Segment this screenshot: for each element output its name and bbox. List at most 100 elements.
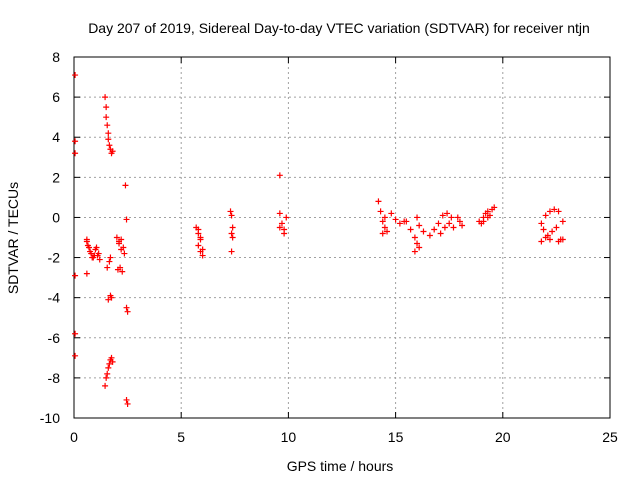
data-point [416, 222, 423, 229]
data-point [437, 230, 444, 237]
data-point [124, 308, 131, 315]
data-point [121, 250, 128, 257]
data-point [459, 222, 466, 229]
data-point [538, 220, 545, 227]
data-point [426, 232, 433, 239]
data-point [441, 224, 448, 231]
data-point [381, 214, 388, 221]
data-point [72, 272, 79, 279]
data-point [414, 240, 421, 247]
data-point [123, 216, 130, 223]
grid [74, 57, 610, 418]
data-point [553, 224, 560, 231]
data-point [546, 236, 553, 243]
data-point [491, 204, 498, 211]
data-point [83, 270, 90, 277]
data-point [276, 210, 283, 217]
data-point [278, 220, 285, 227]
data-point [546, 208, 553, 215]
data-point [381, 224, 388, 231]
data-point [229, 224, 236, 231]
data-point [446, 220, 453, 227]
data-point [103, 374, 110, 381]
data-point [407, 226, 414, 233]
data-point [87, 248, 94, 255]
data-point [431, 226, 438, 233]
data-point [227, 208, 234, 215]
data-point [72, 72, 79, 79]
data-point [420, 228, 427, 235]
data-point [411, 248, 418, 255]
data-point [106, 142, 113, 149]
data-point [403, 218, 410, 225]
data-point [555, 238, 562, 245]
data-point [484, 214, 491, 221]
data-point [456, 218, 463, 225]
data-point [416, 244, 423, 251]
data-point [540, 226, 547, 233]
data-point [72, 330, 79, 337]
data-point [105, 136, 112, 143]
data-point [450, 224, 457, 231]
data-point [72, 150, 79, 157]
data-point [228, 230, 235, 237]
data-point [91, 252, 98, 259]
y-tick-label: -4 [48, 290, 61, 306]
data-point [123, 396, 130, 403]
data-point [392, 216, 399, 223]
y-tick-label: -8 [48, 370, 61, 386]
data-point [96, 256, 103, 263]
data-point [104, 370, 111, 377]
y-tick-label: 8 [52, 49, 60, 65]
data-point [281, 230, 288, 237]
data-point [555, 208, 562, 215]
data-point [106, 258, 113, 265]
x-tick-label: 15 [388, 429, 404, 445]
data-point [195, 242, 202, 249]
data-point [229, 234, 236, 241]
x-tick-label: 20 [495, 429, 511, 445]
data-point [104, 264, 111, 271]
data-point [538, 238, 545, 245]
data-point [228, 248, 235, 255]
data-point [379, 218, 386, 225]
data-point [122, 182, 129, 189]
data-point [107, 292, 114, 299]
data-point [411, 234, 418, 241]
data-point [108, 354, 115, 361]
x-tick-label: 25 [602, 429, 618, 445]
data-point [375, 198, 382, 205]
data-point [84, 242, 91, 249]
data-point [199, 252, 206, 259]
data-point [197, 248, 204, 255]
data-point [72, 138, 79, 145]
data-point [444, 210, 451, 217]
y-tick-label: 2 [52, 169, 60, 185]
data-point [435, 220, 442, 227]
data-point [388, 210, 395, 217]
data-point [113, 234, 120, 241]
y-tick-label: 6 [52, 89, 60, 105]
data-point [551, 206, 558, 213]
x-tick-label: 5 [177, 429, 185, 445]
data-point [228, 212, 235, 219]
x-axis-label: GPS time / hours [287, 458, 394, 474]
data-point [102, 94, 109, 101]
data-point [439, 212, 446, 219]
data-point [384, 228, 391, 235]
data-point [379, 230, 386, 237]
data-point [542, 212, 549, 219]
plot-frame [73, 56, 611, 419]
y-tick-label: -10 [40, 410, 60, 426]
data-point [377, 208, 384, 215]
data-point [549, 228, 556, 235]
y-tick-label: -2 [48, 250, 61, 266]
data-point [105, 296, 112, 303]
data-point [109, 358, 116, 365]
x-tick-label: 0 [70, 429, 78, 445]
y-tick-label: 4 [52, 129, 60, 145]
data-point [83, 236, 90, 243]
data-points [72, 72, 566, 407]
chart-title: Day 207 of 2019, Sidereal Day-to-day VTE… [88, 20, 590, 36]
data-point [105, 364, 112, 371]
